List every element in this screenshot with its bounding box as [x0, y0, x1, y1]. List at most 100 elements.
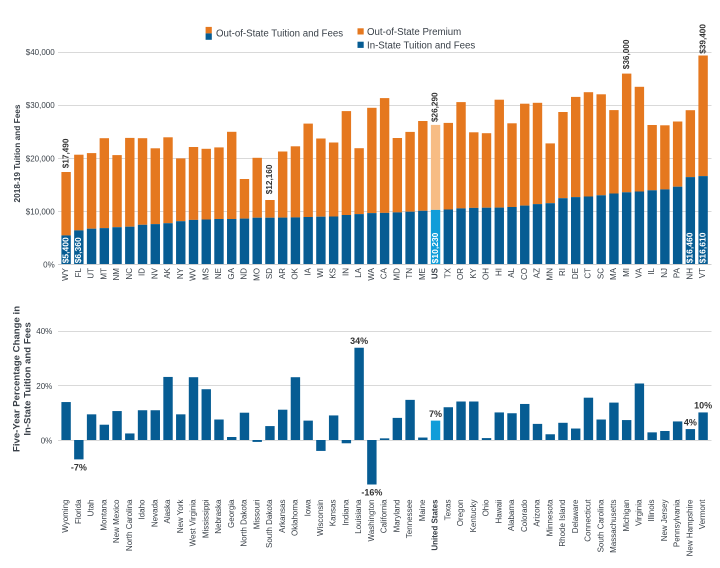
svg-text:Idaho: Idaho: [138, 499, 147, 520]
svg-text:IA: IA: [303, 267, 312, 275]
svg-text:Montana: Montana: [99, 499, 108, 531]
svg-text:IN: IN: [341, 268, 350, 276]
svg-text:AR: AR: [278, 268, 287, 279]
svg-text:Oklahoma: Oklahoma: [291, 499, 300, 536]
svg-text:VA: VA: [635, 267, 644, 278]
svg-text:0%: 0%: [43, 260, 55, 269]
svg-text:Illinois: Illinois: [647, 500, 656, 522]
svg-text:Wyoming: Wyoming: [61, 500, 70, 533]
svg-text:Colorado: Colorado: [520, 499, 529, 532]
svg-text:Connecticut: Connecticut: [584, 499, 593, 542]
svg-text:$12,160: $12,160: [265, 164, 274, 194]
svg-text:LA: LA: [354, 267, 363, 277]
svg-text:ND: ND: [240, 268, 249, 280]
svg-text:Arizona: Arizona: [533, 499, 542, 527]
svg-text:Vermont: Vermont: [698, 499, 707, 530]
svg-text:10%: 10%: [694, 401, 712, 411]
svg-text:Indiana: Indiana: [341, 499, 350, 526]
svg-text:SC: SC: [596, 268, 605, 279]
svg-text:ID: ID: [138, 268, 147, 276]
svg-text:In-State Tuition and Fees: In-State Tuition and Fees: [367, 40, 475, 51]
svg-text:WV: WV: [189, 267, 198, 281]
svg-text:0%: 0%: [41, 436, 53, 445]
svg-text:Texas: Texas: [443, 500, 452, 521]
svg-text:North Carolina: North Carolina: [125, 499, 134, 551]
svg-text:-16%: -16%: [361, 488, 382, 498]
svg-text:UT: UT: [87, 268, 96, 279]
svg-text:New Jersey: New Jersey: [660, 500, 669, 542]
svg-text:Kansas: Kansas: [329, 500, 338, 527]
svg-text:Iowa: Iowa: [303, 499, 312, 516]
svg-text:Nebraska: Nebraska: [214, 499, 223, 534]
svg-text:In-State Tuition and Fees: In-State Tuition and Fees: [22, 322, 33, 435]
svg-text:CO: CO: [520, 268, 529, 280]
svg-text:South Carolina: South Carolina: [596, 499, 605, 552]
svg-text:KS: KS: [329, 268, 338, 279]
svg-text:NM: NM: [112, 268, 121, 281]
svg-text:DE: DE: [571, 268, 580, 279]
svg-text:$10,230: $10,230: [430, 232, 440, 263]
svg-text:Pennsylvania: Pennsylvania: [673, 499, 682, 547]
svg-text:Louisiana: Louisiana: [354, 499, 363, 534]
svg-text:34%: 34%: [350, 336, 368, 346]
svg-text:NJ: NJ: [660, 268, 669, 278]
svg-text:AL: AL: [507, 267, 516, 277]
svg-text:OR: OR: [456, 268, 465, 280]
svg-text:$20,000: $20,000: [26, 154, 55, 163]
svg-text:Michigan: Michigan: [622, 500, 631, 532]
svg-text:$30,000: $30,000: [26, 101, 55, 110]
svg-text:CT: CT: [584, 268, 593, 279]
svg-text:$10,000: $10,000: [26, 207, 55, 216]
svg-text:4%: 4%: [684, 417, 697, 427]
svg-text:$26,290: $26,290: [431, 92, 440, 122]
svg-text:Oregon: Oregon: [456, 500, 465, 527]
svg-text:Out-of-State Premium: Out-of-State Premium: [367, 27, 461, 38]
svg-text:TN: TN: [405, 268, 414, 279]
svg-text:NV: NV: [150, 267, 159, 279]
svg-text:Alaska: Alaska: [163, 499, 172, 524]
svg-text:Ohio: Ohio: [482, 499, 491, 516]
svg-text:OK: OK: [291, 267, 300, 279]
svg-text:VT: VT: [698, 268, 707, 278]
svg-text:Alabama: Alabama: [507, 499, 516, 531]
svg-text:Delaware: Delaware: [571, 499, 580, 533]
svg-text:South Dakota: South Dakota: [265, 499, 274, 548]
svg-text:NE: NE: [214, 268, 223, 279]
svg-text:North Dakota: North Dakota: [240, 499, 249, 547]
svg-text:Massachusetts: Massachusetts: [609, 500, 618, 553]
svg-text:US: US: [431, 267, 440, 279]
svg-text:Washington: Washington: [367, 500, 376, 542]
svg-text:New Hampshire: New Hampshire: [685, 499, 694, 556]
svg-text:IL: IL: [647, 267, 656, 274]
svg-text:MA: MA: [609, 267, 618, 280]
svg-text:RI: RI: [558, 268, 567, 276]
svg-text:MI: MI: [622, 268, 631, 277]
svg-text:Nevada: Nevada: [150, 499, 159, 527]
svg-text:NY: NY: [176, 267, 185, 279]
svg-text:2018-19 Tuition and Fees: 2018-19 Tuition and Fees: [12, 104, 22, 202]
svg-text:Florida: Florida: [74, 499, 83, 524]
svg-text:$40,000: $40,000: [26, 48, 55, 57]
svg-text:Minnesota: Minnesota: [545, 499, 554, 536]
svg-text:MS: MS: [201, 268, 210, 280]
svg-text:MO: MO: [252, 268, 261, 281]
svg-text:FL: FL: [74, 267, 83, 277]
svg-text:Kentucky: Kentucky: [469, 500, 478, 533]
svg-text:NH: NH: [685, 268, 694, 280]
svg-text:SD: SD: [265, 268, 274, 279]
svg-text:$5,400: $5,400: [60, 237, 70, 263]
svg-text:KY: KY: [469, 267, 478, 278]
svg-text:Wisconsin: Wisconsin: [316, 500, 325, 536]
svg-text:Utah: Utah: [87, 500, 96, 517]
svg-text:New York: New York: [176, 499, 185, 534]
svg-text:Five-Year Percentage Change in: Five-Year Percentage Change in: [12, 306, 23, 452]
svg-text:PA: PA: [673, 267, 682, 278]
svg-text:Missouri: Missouri: [252, 499, 261, 529]
svg-text:United States: United States: [431, 499, 440, 551]
svg-text:WI: WI: [316, 268, 325, 278]
svg-text:Virginia: Virginia: [635, 499, 644, 526]
svg-text:New Mexico: New Mexico: [112, 499, 121, 543]
svg-text:$16,610: $16,610: [697, 232, 707, 263]
svg-text:-7%: -7%: [71, 463, 87, 473]
svg-text:$17,490: $17,490: [61, 138, 70, 168]
